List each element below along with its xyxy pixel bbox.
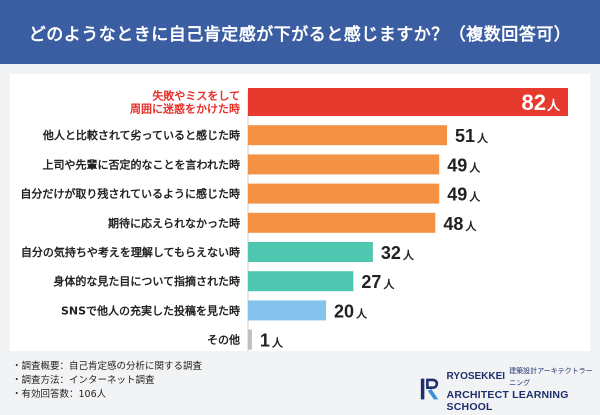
- bar: [248, 88, 568, 116]
- unit-label: 人: [469, 160, 481, 174]
- unit-label: 人: [547, 98, 561, 114]
- data-label: 27: [361, 272, 381, 292]
- bar: [248, 183, 440, 204]
- bar: [248, 329, 252, 350]
- unit-label: 人: [356, 306, 368, 320]
- bar: [248, 125, 448, 146]
- note-overview: ・調査概要：自己肯定感の分析に関する調査: [12, 361, 203, 372]
- category-label: 上司や先輩に否定的なことを言われた時: [43, 157, 240, 171]
- category-label: SNSで他人の充実した投稿を見た時: [61, 303, 240, 317]
- data-label: 49: [447, 155, 467, 175]
- category-label: その他: [207, 333, 240, 347]
- data-label: 51: [455, 126, 475, 146]
- unit-label: 人: [383, 277, 395, 291]
- category-label: 自分の気持ちや考えを理解してもらえない時: [21, 245, 240, 259]
- unit-label: 人: [469, 190, 481, 204]
- bar: [248, 271, 354, 292]
- data-label: 49: [447, 185, 467, 205]
- logo-school-name: ARCHITECT LEARNING SCHOOL: [446, 389, 569, 413]
- category-label: 期待に応えられなかった時: [108, 216, 240, 230]
- data-label: 82: [522, 90, 546, 115]
- unit-label: 人: [272, 336, 284, 350]
- survey-notes: ・調査概要：自己肯定感の分析に関する調査 ・調査方法：インターネット調査 ・有効…: [12, 360, 202, 402]
- unit-label: 人: [477, 131, 489, 145]
- data-label: 20: [334, 301, 354, 321]
- bar: [248, 300, 327, 321]
- category-label: 他人と比較されて劣っていると感じた時: [42, 128, 240, 142]
- logo-name: RYOSEKKEI: [446, 371, 506, 382]
- category-label: 自分だけが取り残されているように感じた時: [20, 187, 240, 201]
- unit-label: 人: [465, 219, 477, 233]
- bar: [248, 212, 436, 233]
- bar: [248, 154, 440, 175]
- data-label: 1: [260, 331, 270, 351]
- category-label: 身体的な見た目について指摘された時: [53, 274, 240, 288]
- logo-japanese: 建築設計アーキテクトラーニング: [509, 367, 593, 387]
- note-method: ・調査方法：インターネット調査: [12, 375, 155, 386]
- chart-title: どのようなときに自己肯定感が下がると感じますか？（複数回答可）: [0, 0, 600, 64]
- bar: [248, 242, 373, 262]
- school-logo: RYOSEKKEI 建築設計アーキテクトラーニング ARCHITECT LEAR…: [420, 367, 595, 413]
- data-label: 48: [443, 214, 463, 234]
- logo-mark-icon: [420, 378, 439, 400]
- note-respondents: ・有効回答数：106人: [12, 389, 107, 400]
- category-label: 失敗やミスをして周囲に迷惑をかけた時: [130, 89, 240, 116]
- data-label: 32: [381, 243, 401, 263]
- unit-label: 人: [403, 248, 415, 262]
